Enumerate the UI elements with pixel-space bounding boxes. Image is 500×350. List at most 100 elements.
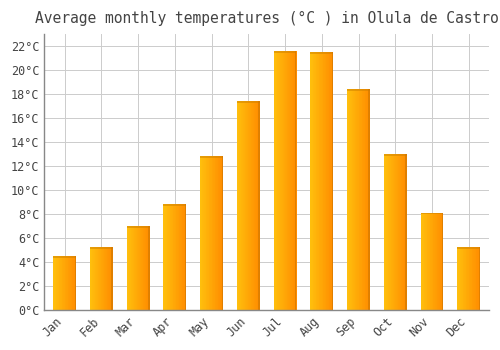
Bar <box>134 226 135 310</box>
Bar <box>149 226 150 310</box>
Bar <box>60 256 61 310</box>
Bar <box>458 247 459 310</box>
Bar <box>144 226 145 310</box>
Bar <box>285 51 286 310</box>
Bar <box>332 52 333 310</box>
Bar <box>348 89 350 310</box>
Bar <box>318 52 319 310</box>
Bar <box>288 51 289 310</box>
Bar <box>202 156 203 310</box>
Bar <box>103 247 104 310</box>
Bar <box>54 256 55 310</box>
Bar <box>322 52 324 310</box>
Bar <box>177 204 178 310</box>
Bar <box>222 156 223 310</box>
Bar <box>347 89 348 310</box>
Bar <box>360 89 361 310</box>
Bar <box>315 52 316 310</box>
Bar <box>239 101 240 310</box>
Bar <box>72 256 73 310</box>
Bar <box>347 89 370 91</box>
Bar <box>138 226 139 310</box>
Bar <box>58 256 59 310</box>
Bar <box>332 52 333 310</box>
Bar <box>294 51 295 310</box>
Bar <box>243 101 244 310</box>
Bar <box>290 51 291 310</box>
Bar <box>204 156 205 310</box>
Bar <box>172 204 174 310</box>
Bar <box>128 226 129 310</box>
Bar <box>429 213 430 310</box>
Bar <box>112 247 113 310</box>
Bar <box>295 51 296 310</box>
Bar <box>253 101 254 310</box>
Bar <box>477 247 478 310</box>
Bar <box>442 213 444 310</box>
Bar <box>396 154 397 310</box>
Bar <box>247 101 248 310</box>
Bar <box>353 89 354 310</box>
Bar <box>393 154 394 310</box>
Bar <box>350 89 351 310</box>
Bar <box>369 89 370 310</box>
Bar <box>240 101 242 310</box>
Bar <box>185 204 186 310</box>
Bar <box>461 247 462 310</box>
Bar <box>219 156 220 310</box>
Bar <box>394 154 396 310</box>
Bar <box>218 156 220 310</box>
Bar <box>105 247 106 310</box>
Bar <box>291 51 292 310</box>
Bar <box>69 256 70 310</box>
Bar <box>258 101 260 310</box>
Bar <box>441 213 442 310</box>
Bar <box>325 52 326 310</box>
Bar <box>106 247 107 310</box>
Bar <box>321 52 322 310</box>
Bar <box>398 154 399 310</box>
Bar <box>357 89 358 310</box>
Bar <box>331 52 332 310</box>
Bar <box>471 247 472 310</box>
Bar <box>97 247 98 310</box>
Bar <box>428 213 429 310</box>
Bar <box>100 247 102 310</box>
Bar <box>66 256 67 310</box>
Bar <box>181 204 182 310</box>
Bar <box>255 101 256 310</box>
Bar <box>281 51 282 310</box>
Bar <box>254 101 255 310</box>
Bar <box>184 204 186 310</box>
Bar <box>328 52 330 310</box>
Bar <box>129 226 130 310</box>
Title: Average monthly temperatures (°C ) in Olula de Castro: Average monthly temperatures (°C ) in Ol… <box>35 11 498 26</box>
Bar <box>275 51 276 310</box>
Bar <box>92 247 93 310</box>
Bar <box>440 213 441 310</box>
Bar <box>392 154 393 310</box>
Bar <box>474 247 475 310</box>
Bar <box>216 156 217 310</box>
Bar <box>311 52 312 310</box>
Bar <box>213 156 214 310</box>
Bar <box>279 51 280 310</box>
Bar <box>205 156 206 310</box>
Bar <box>389 154 390 310</box>
Bar <box>141 226 142 310</box>
Bar <box>56 256 57 310</box>
Bar <box>240 101 241 310</box>
Bar <box>147 226 148 310</box>
Bar <box>90 247 91 310</box>
Bar <box>142 226 144 310</box>
Bar <box>176 204 177 310</box>
Bar <box>292 51 294 310</box>
Bar <box>465 247 466 310</box>
Bar <box>295 51 296 310</box>
Bar <box>462 247 464 310</box>
Bar <box>237 101 260 103</box>
Bar <box>426 213 428 310</box>
Bar <box>250 101 252 310</box>
Bar <box>170 204 171 310</box>
Bar <box>314 52 315 310</box>
